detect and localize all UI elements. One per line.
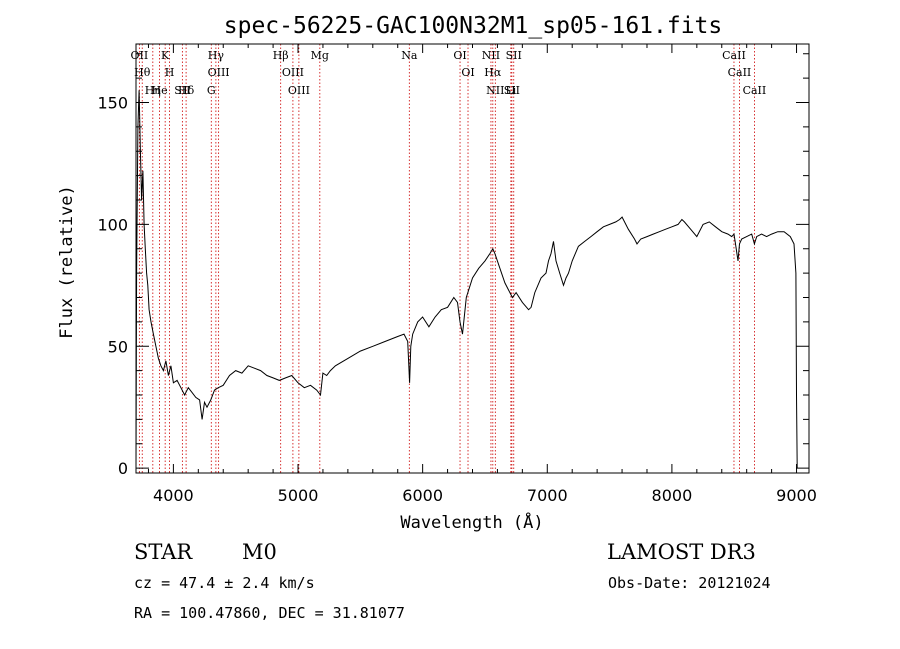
line-marker-label: K bbox=[161, 49, 170, 62]
line-marker-label: SII bbox=[174, 84, 190, 97]
line-marker-label: Hθ bbox=[134, 66, 151, 79]
x-tick-label: 7000 bbox=[527, 486, 568, 505]
line-marker-label: NII bbox=[482, 49, 500, 62]
sky-coordinates: RA = 100.47860, DEC = 31.81077 bbox=[134, 604, 405, 622]
survey-name: LAMOST DR3 bbox=[607, 540, 756, 564]
line-marker-label: Li bbox=[505, 84, 516, 97]
plot-frame bbox=[135, 43, 810, 474]
x-axis-label: Wavelength (Å) bbox=[400, 511, 543, 533]
line-marker-label: CaII bbox=[722, 49, 746, 62]
line-marker-label: OIII bbox=[282, 66, 304, 79]
line-marker-label: SII bbox=[504, 84, 520, 97]
line-marker-label: CaII bbox=[743, 84, 767, 97]
line-marker-label: Hα bbox=[484, 66, 502, 79]
line-marker-label: OI bbox=[461, 66, 474, 79]
line-markers bbox=[138, 44, 755, 473]
line-marker-label: Hη bbox=[145, 84, 161, 97]
line-marker-label: SII bbox=[506, 49, 522, 62]
line-marker-label: CaII bbox=[728, 66, 752, 79]
line-marker-label: OIII bbox=[288, 84, 310, 97]
line-marker-label: OII bbox=[131, 49, 149, 62]
line-marker-label: Hδ bbox=[178, 84, 195, 97]
line-marker-label: Hγ bbox=[208, 49, 225, 62]
y-tick-label: 150 bbox=[97, 94, 128, 113]
line-marker-label: Na bbox=[401, 49, 418, 62]
x-tick-label: 5000 bbox=[278, 486, 319, 505]
y-tick-label: 100 bbox=[97, 215, 128, 234]
chart-title: spec-56225-GAC100N32M1_sp05-161.fits bbox=[224, 13, 723, 39]
line-marker-label: OIII bbox=[208, 66, 230, 79]
object-subclass: M0 bbox=[242, 540, 277, 564]
axis-ticks: 4000 5000 6000 7000 8000 9000 0 50 100 150 bbox=[97, 44, 817, 505]
y-axis-label: Flux (relative) bbox=[57, 185, 77, 339]
line-marker-label: He bbox=[152, 84, 168, 97]
x-tick-label: 9000 bbox=[776, 486, 817, 505]
line-marker-label: Mg bbox=[311, 49, 329, 62]
x-tick-label: 6000 bbox=[402, 486, 443, 505]
x-tick-label: 8000 bbox=[652, 486, 693, 505]
line-marker-label: OI bbox=[453, 49, 466, 62]
spectrum-line bbox=[135, 90, 798, 469]
y-tick-label: 0 bbox=[118, 459, 128, 478]
line-marker-label: Hβ bbox=[273, 49, 289, 62]
line-marker-label: NII bbox=[486, 84, 504, 97]
line-marker-label: H bbox=[165, 66, 175, 79]
y-tick-label: 50 bbox=[108, 337, 128, 356]
redshift-velocity: cz = 47.4 ± 2.4 km/s bbox=[134, 574, 315, 592]
line-marker-label: G bbox=[207, 84, 216, 97]
observation-date: Obs-Date: 20121024 bbox=[608, 574, 771, 592]
x-tick-label: 4000 bbox=[153, 486, 194, 505]
object-class: STAR bbox=[134, 540, 193, 564]
